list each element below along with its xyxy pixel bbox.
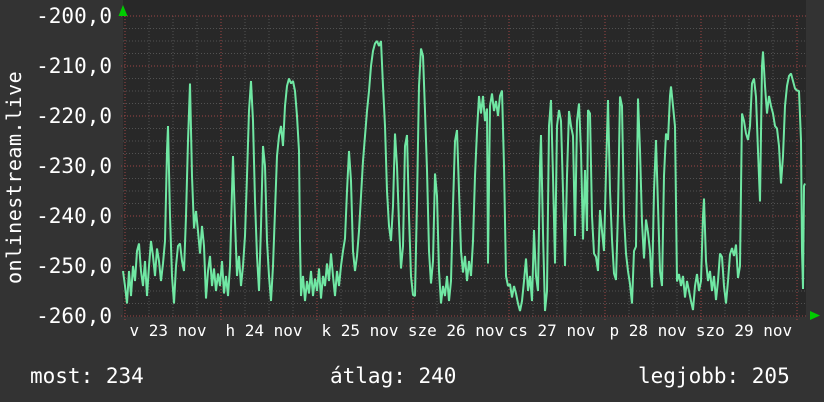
y-tick-label: -210,0 <box>36 54 112 78</box>
y-tick-label: -200,0 <box>36 4 112 28</box>
x-tick-label: p 28 nov <box>609 321 687 340</box>
y-tick-label: -260,0 <box>36 304 112 328</box>
y-tick-label: -230,0 <box>36 154 112 178</box>
y-tick-label: -240,0 <box>36 204 112 228</box>
y-tick-label: -220,0 <box>36 104 112 128</box>
x-axis-arrow-icon <box>810 311 820 320</box>
stat-item: most: 234 <box>30 364 144 388</box>
x-tick-label: szo 29 nov <box>695 321 793 340</box>
data-series-line <box>122 40 806 312</box>
x-tick-label: v 23 nov <box>129 321 207 340</box>
grid-major-lines <box>121 15 806 320</box>
x-tick-label: sze 26 nov <box>407 321 505 340</box>
x-tick-label: cs 27 nov <box>508 321 596 340</box>
x-tick-label: h 24 nov <box>225 321 303 340</box>
x-tick-label: k 25 nov <box>321 321 399 340</box>
stat-item: átlag: 240 <box>330 364 457 388</box>
y-axis-arrow-icon <box>118 5 128 16</box>
stat-item: legjobb: 205 <box>638 364 790 388</box>
y-tick-label: -250,0 <box>36 254 112 278</box>
